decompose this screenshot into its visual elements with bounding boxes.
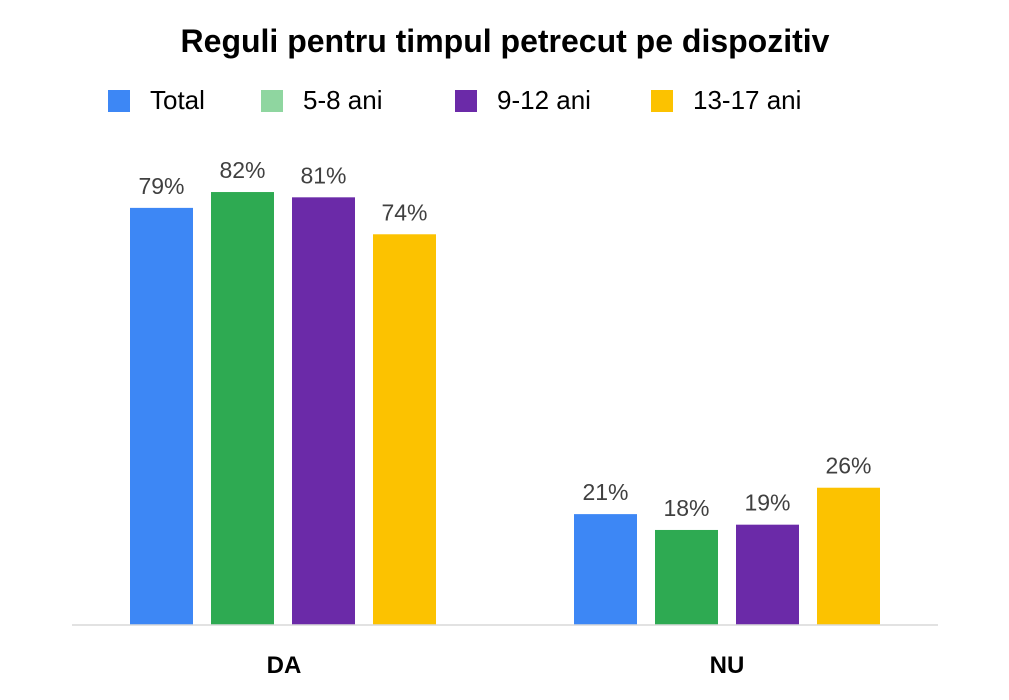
chart-title: Reguli pentru timpul petrecut pe dispozi…	[181, 23, 830, 59]
legend: Total 5-8 ani 9-12 ani 13-17 ani	[108, 85, 801, 115]
bar-da-series-3	[292, 197, 355, 625]
data-label-nu-series-4: 26%	[825, 453, 871, 479]
data-label-nu-series-1: 21%	[582, 479, 628, 505]
data-label-da-series-4: 74%	[381, 199, 427, 225]
category-labels: DA NU	[267, 652, 745, 679]
legend-swatch-4	[651, 90, 673, 112]
bar-da-series-1	[130, 207, 193, 625]
bar-da-series-4	[373, 234, 436, 625]
bar-nu-series-4	[817, 487, 880, 625]
legend-swatch-2	[261, 90, 283, 112]
value-labels: 79% 82% 81% 74% 21% 18% 19% 26%	[138, 157, 871, 521]
data-label-da-series-1: 79%	[138, 173, 184, 199]
legend-swatch-1	[108, 90, 130, 112]
legend-label-2: 5-8 ani	[303, 85, 383, 115]
data-label-da-series-2: 82%	[219, 157, 265, 183]
data-label-nu-series-2: 18%	[663, 495, 709, 521]
bar-nu-series-1	[574, 514, 637, 625]
bar-nu-series-2	[655, 529, 718, 625]
category-label-da: DA	[267, 652, 302, 679]
legend-swatch-3	[455, 90, 477, 112]
category-label-nu: NU	[710, 652, 745, 679]
bars	[130, 192, 880, 626]
legend-label-1: Total	[150, 85, 205, 115]
data-label-nu-series-3: 19%	[744, 490, 790, 516]
bar-da-series-2	[211, 192, 274, 626]
data-label-da-series-3: 81%	[300, 162, 346, 188]
legend-label-4: 13-17 ani	[693, 85, 801, 115]
legend-label-3: 9-12 ani	[497, 85, 591, 115]
bar-nu-series-3	[736, 524, 799, 625]
